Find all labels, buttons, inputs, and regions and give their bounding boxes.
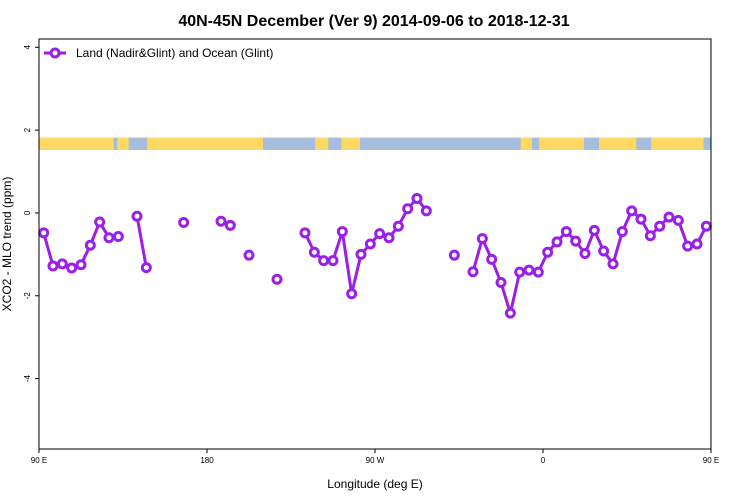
y-tick-label-0: -4 bbox=[23, 374, 32, 382]
data-point bbox=[112, 231, 124, 243]
data-point bbox=[84, 239, 96, 251]
data-point bbox=[420, 205, 432, 217]
land-segment-1 bbox=[117, 137, 129, 150]
data-point bbox=[560, 226, 572, 238]
land-segment-5 bbox=[520, 137, 532, 150]
plot-frame bbox=[38, 38, 712, 450]
land-segment-6 bbox=[539, 137, 585, 150]
data-point bbox=[383, 232, 395, 244]
data-point bbox=[570, 235, 582, 247]
data-point bbox=[467, 266, 479, 278]
data-point bbox=[364, 238, 376, 250]
data-point bbox=[66, 262, 78, 274]
data-point bbox=[626, 205, 638, 217]
data-point bbox=[94, 216, 106, 228]
data-point bbox=[542, 246, 554, 258]
data-point bbox=[588, 224, 600, 236]
y-tick-label-1: -2 bbox=[23, 292, 32, 300]
data-point bbox=[346, 288, 358, 300]
data-point bbox=[672, 214, 684, 226]
data-point bbox=[616, 226, 628, 238]
data-point bbox=[654, 220, 666, 232]
data-point bbox=[75, 259, 87, 271]
x-axis-label: Longitude (deg E) bbox=[327, 477, 422, 491]
data-point bbox=[336, 226, 348, 238]
x-tick-label-0: 90 E bbox=[31, 456, 47, 465]
data-point bbox=[598, 245, 610, 257]
data-point bbox=[215, 215, 227, 227]
legend-marker bbox=[49, 47, 61, 59]
land-ocean-strip bbox=[39, 137, 711, 150]
series-layer bbox=[38, 192, 712, 319]
data-point bbox=[271, 273, 283, 285]
data-point bbox=[243, 249, 255, 261]
data-point bbox=[131, 210, 143, 222]
data-point bbox=[308, 246, 320, 258]
legend: Land (Nadir&Glint) and Ocean (Glint) bbox=[44, 46, 273, 60]
data-point bbox=[140, 262, 152, 274]
data-point bbox=[551, 236, 563, 248]
data-point bbox=[178, 216, 190, 228]
land-segment-4 bbox=[341, 137, 361, 150]
data-point bbox=[495, 277, 507, 289]
data-point bbox=[682, 240, 694, 252]
data-point bbox=[374, 228, 386, 240]
y-tick-label-4: 4 bbox=[23, 45, 32, 50]
x-tick-label-4: 90 E bbox=[703, 456, 719, 465]
data-point bbox=[402, 203, 414, 215]
data-point bbox=[532, 266, 544, 278]
data-point bbox=[299, 227, 311, 239]
legend-label: Land (Nadir&Glint) and Ocean (Glint) bbox=[76, 46, 273, 60]
data-point bbox=[607, 258, 619, 270]
data-point bbox=[327, 255, 339, 267]
data-point bbox=[476, 233, 488, 245]
data-point bbox=[355, 248, 367, 260]
data-point bbox=[448, 249, 460, 261]
data-point bbox=[103, 232, 115, 244]
data-point bbox=[38, 227, 50, 239]
data-point bbox=[392, 220, 404, 232]
land-segment-0 bbox=[39, 137, 114, 150]
x-tick-label-2: 90 W bbox=[366, 456, 385, 465]
x-tick-label-1: 180 bbox=[200, 456, 214, 465]
series-line-0-8 bbox=[471, 209, 708, 315]
data-point bbox=[523, 264, 535, 276]
data-point bbox=[691, 238, 703, 250]
land-segment-3 bbox=[315, 137, 329, 150]
land-segment-7 bbox=[599, 137, 637, 150]
data-point bbox=[663, 211, 675, 223]
data-point bbox=[644, 230, 656, 242]
x-tick-label-3: 0 bbox=[541, 456, 546, 465]
y-tick-label-3: 2 bbox=[23, 127, 32, 132]
data-point bbox=[486, 253, 498, 265]
land-segment-8 bbox=[651, 137, 704, 150]
data-point bbox=[318, 255, 330, 267]
series-line-0-1 bbox=[135, 215, 148, 268]
data-point bbox=[514, 266, 526, 278]
y-tick-label-2: 0 bbox=[23, 210, 32, 215]
land-segment-2 bbox=[147, 137, 263, 150]
data-point bbox=[700, 220, 712, 232]
axis-layer: 90 E 180 90 W 0 90 E -4 -2 0 2 4 bbox=[23, 45, 719, 465]
y-axis-label: XCO2 - MLO trend (ppm) bbox=[0, 177, 14, 312]
data-point bbox=[504, 307, 516, 319]
chart-title: 40N-45N December (Ver 9) 2014-09-06 to 2… bbox=[178, 13, 569, 30]
data-point bbox=[635, 213, 647, 225]
data-point bbox=[47, 260, 59, 272]
data-point bbox=[224, 219, 236, 231]
data-point bbox=[579, 248, 591, 260]
data-point bbox=[56, 258, 68, 270]
data-point bbox=[411, 192, 423, 204]
